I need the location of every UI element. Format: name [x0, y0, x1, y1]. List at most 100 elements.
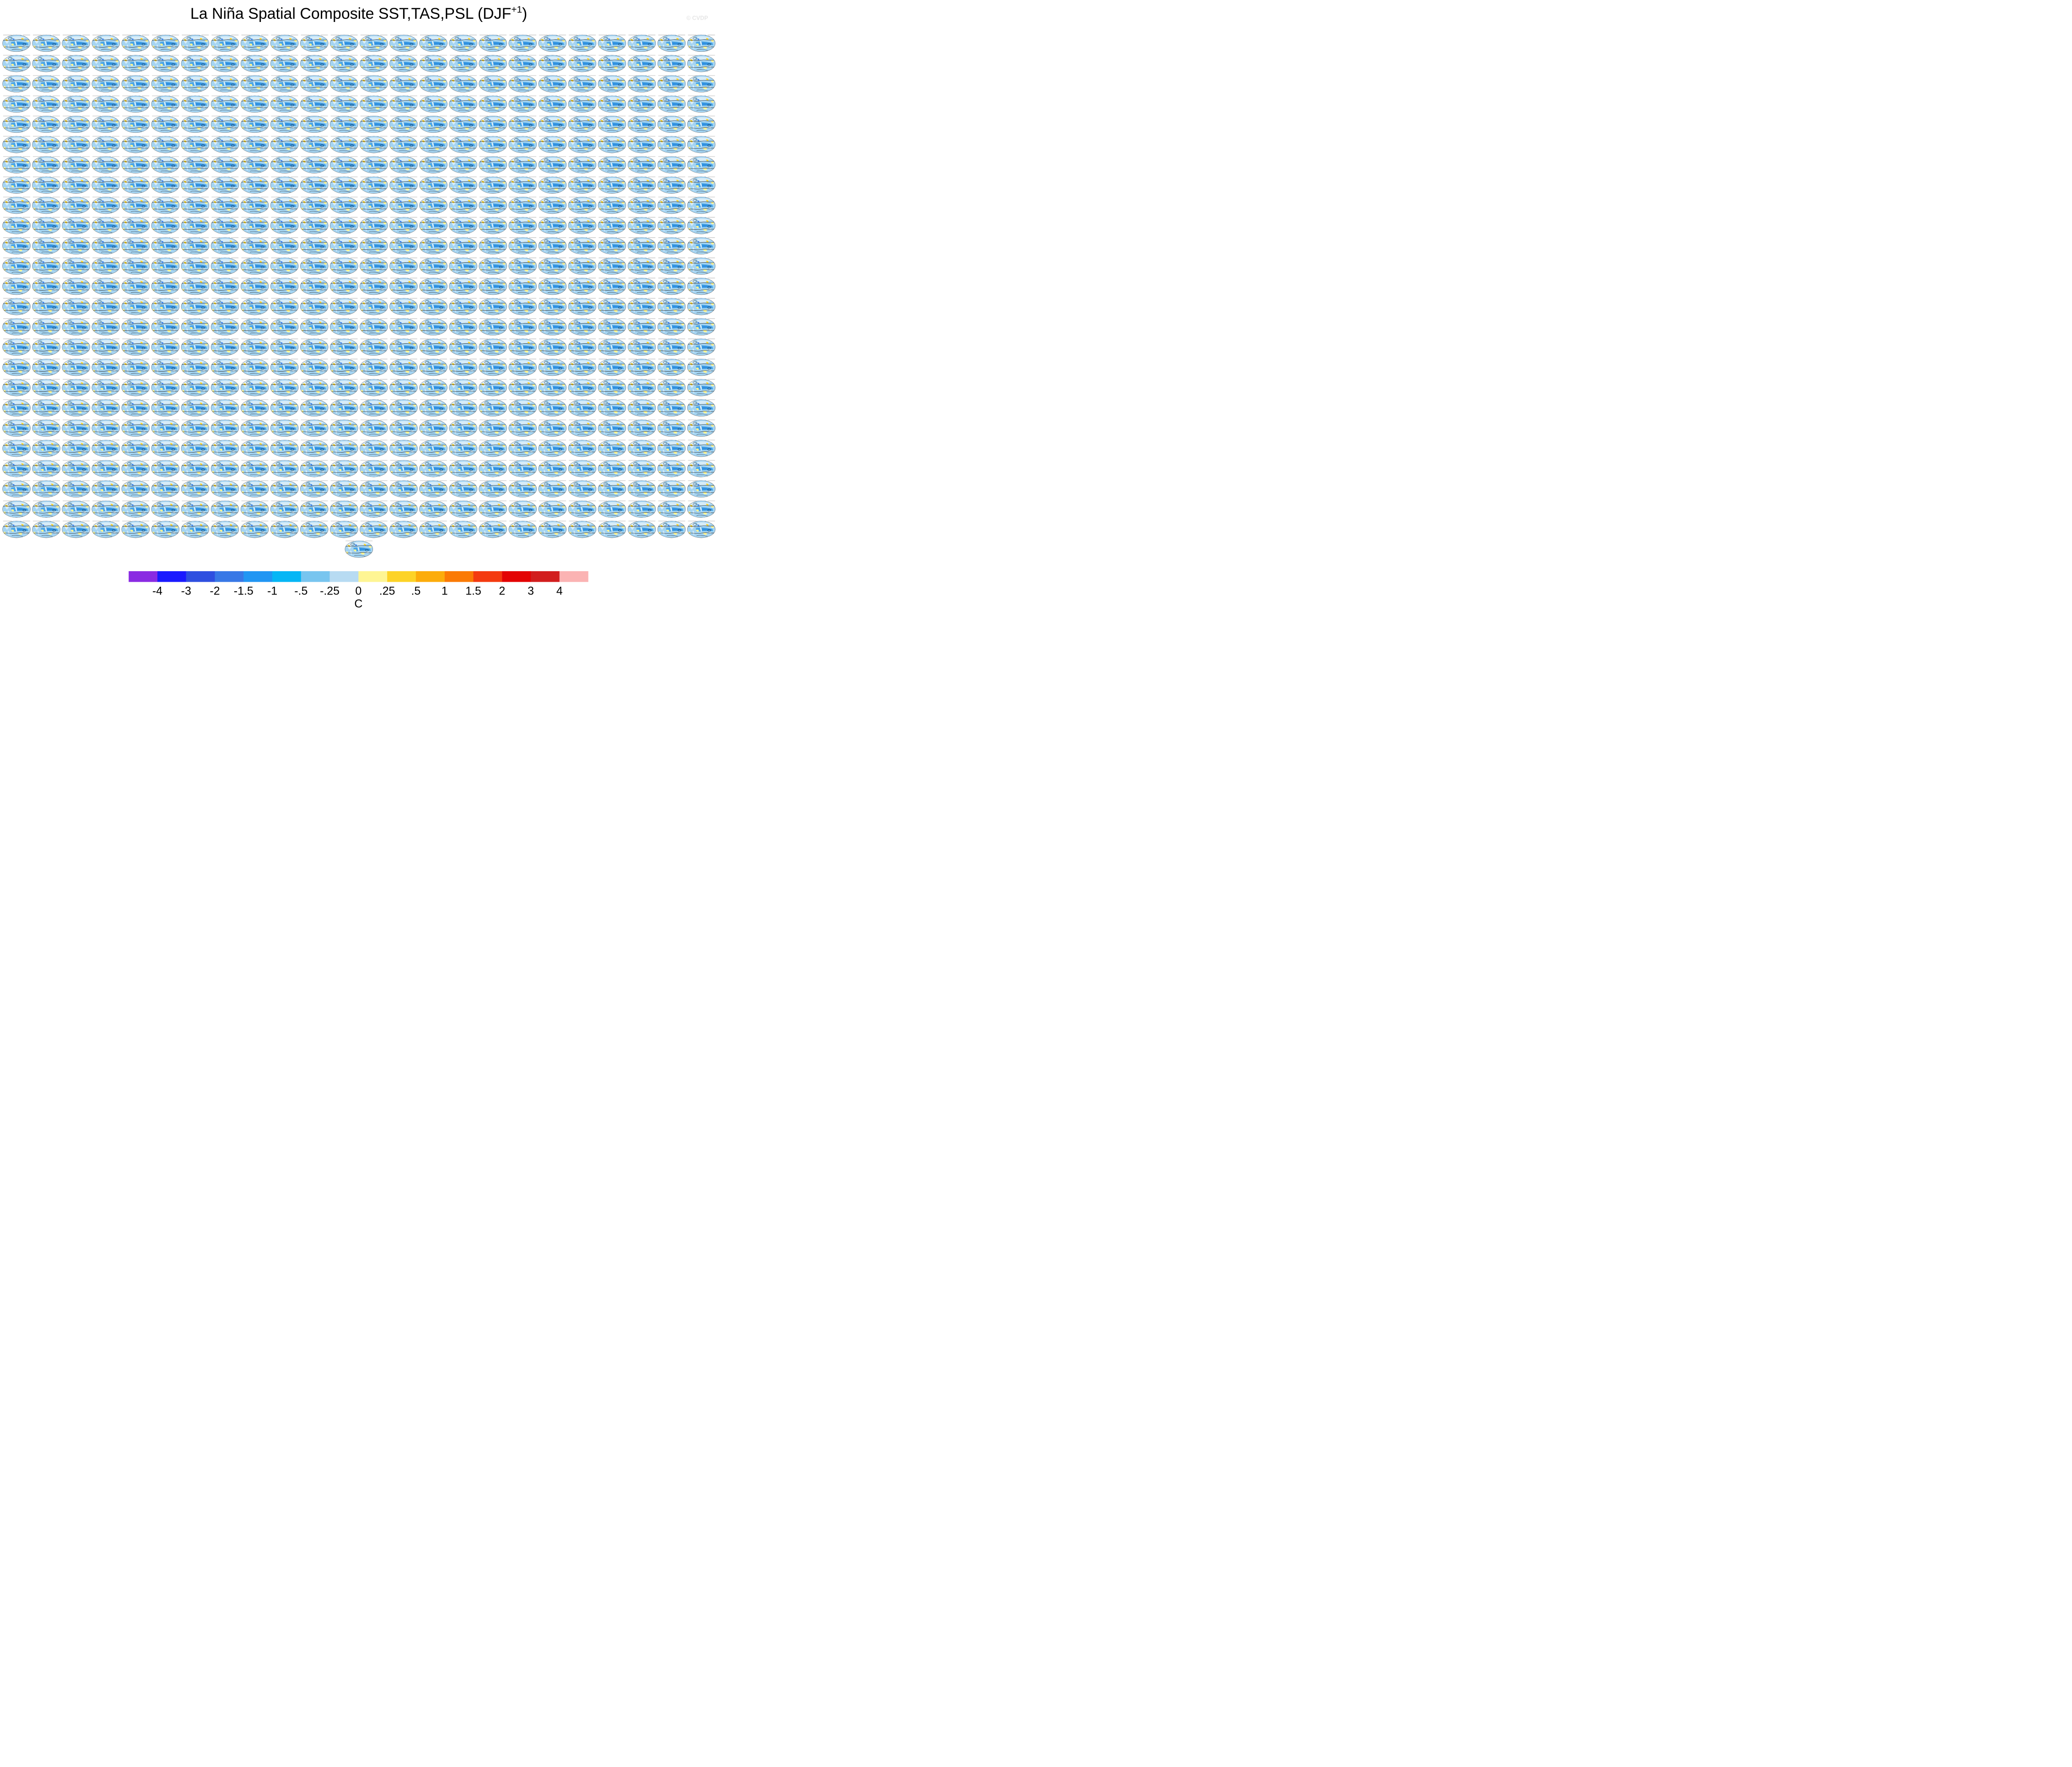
map-panel [121, 379, 150, 396]
map-panel [360, 257, 388, 275]
map-panel [92, 521, 120, 538]
map-panel [538, 217, 567, 234]
map-panel [538, 75, 567, 92]
map-panel [449, 460, 477, 477]
map-panel [419, 278, 448, 295]
map-panel [210, 359, 239, 376]
map-panel [62, 460, 90, 477]
map-panel [568, 521, 596, 538]
colorbar [129, 571, 588, 582]
map-panel [62, 136, 90, 153]
map-panel [419, 521, 448, 538]
map-panel [508, 359, 537, 376]
map-panel [598, 95, 626, 113]
map-panel [479, 318, 507, 335]
map-panel [449, 217, 477, 234]
map-panel [210, 440, 239, 457]
map-panel [62, 440, 90, 457]
map-panel [32, 217, 60, 234]
map-panel [687, 359, 715, 376]
map-panel [360, 500, 388, 518]
colorbar-tick-label: 3 [528, 584, 534, 597]
map-panel [270, 440, 298, 457]
map-panel [389, 500, 418, 518]
map-panel [330, 278, 358, 295]
map-panel [657, 521, 685, 538]
colorbar-tick-label: -.25 [320, 584, 340, 597]
map-panel [479, 217, 507, 234]
map-panel [210, 257, 239, 275]
map-panel [687, 521, 715, 538]
map-panel [2, 440, 31, 457]
map-panel [508, 55, 537, 72]
map-panel [151, 379, 179, 396]
map-panel [598, 338, 626, 356]
map-panel [62, 55, 90, 72]
map-panel-extra [345, 540, 373, 558]
map-panel [270, 136, 298, 153]
map-panel [479, 440, 507, 457]
map-panel [121, 298, 150, 315]
map-panel [627, 156, 656, 173]
map-panel [419, 359, 448, 376]
map-panel [360, 359, 388, 376]
map-panel [360, 116, 388, 133]
map-panel [568, 257, 596, 275]
colorbar-swatch [358, 571, 388, 582]
map-panel [598, 237, 626, 254]
map-panel [598, 217, 626, 234]
map-panel [687, 95, 715, 113]
map-panel [657, 440, 685, 457]
map-panel [330, 176, 358, 194]
map-panel [598, 176, 626, 194]
map-panel [151, 197, 179, 214]
map-panel [508, 460, 537, 477]
map-panel [687, 156, 715, 173]
map-panel [32, 95, 60, 113]
map-panel [657, 399, 685, 416]
map-panel [627, 176, 656, 194]
map-panel [538, 278, 567, 295]
map-panel [181, 318, 209, 335]
map-panel [508, 500, 537, 518]
map-panel [330, 136, 358, 153]
map-panel [538, 156, 567, 173]
colorbar-swatch [186, 571, 215, 582]
map-panel [419, 217, 448, 234]
map-panel [389, 318, 418, 335]
colorbar-swatch [301, 571, 330, 582]
map-panel [330, 521, 358, 538]
map-panel [330, 95, 358, 113]
map-panel [389, 379, 418, 396]
map-panel [598, 399, 626, 416]
colorbar-tick-label: 0 [355, 584, 362, 597]
map-panel [657, 176, 685, 194]
map-panel [270, 34, 298, 52]
map-panel [687, 136, 715, 153]
map-panel [151, 419, 179, 437]
map-panel [508, 399, 537, 416]
map-panel [360, 419, 388, 437]
map-panel [568, 75, 596, 92]
map-panel [598, 419, 626, 437]
map-panel [181, 338, 209, 356]
map-panel [92, 359, 120, 376]
map-panel [121, 75, 150, 92]
map-panel [32, 156, 60, 173]
map-panel [479, 521, 507, 538]
map-panel [270, 521, 298, 538]
map-panel [479, 480, 507, 497]
map-panel [151, 75, 179, 92]
map-panel [360, 237, 388, 254]
map-panel [32, 55, 60, 72]
map-panel [598, 480, 626, 497]
colorbar-swatch [129, 571, 158, 582]
map-panel [210, 278, 239, 295]
map-panel [121, 338, 150, 356]
map-panel [449, 116, 477, 133]
map-panel [389, 217, 418, 234]
map-panel [568, 419, 596, 437]
map-panel [508, 75, 537, 92]
map-panel [240, 75, 269, 92]
map-panel [300, 399, 329, 416]
